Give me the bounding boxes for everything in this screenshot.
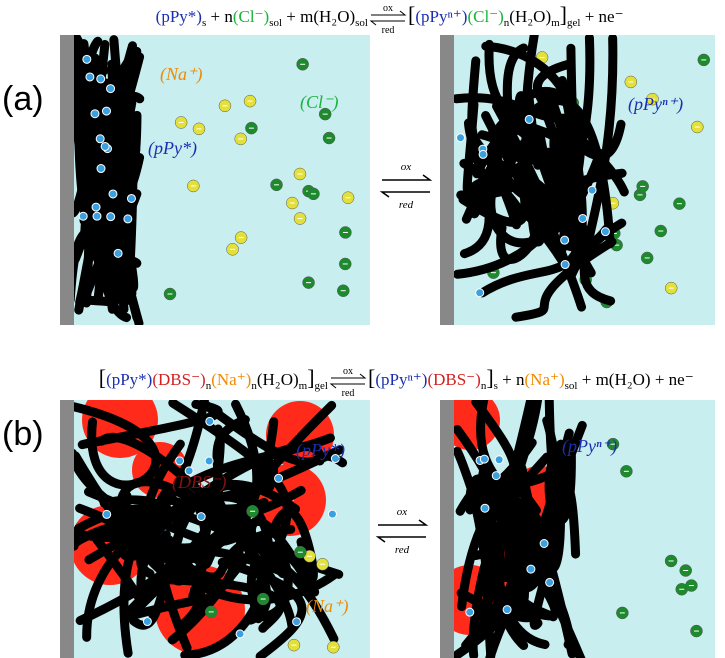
polaron: [79, 212, 87, 220]
arrow-label: ox: [343, 366, 353, 377]
polaron: [107, 213, 115, 221]
arrow-label: ox: [397, 506, 408, 518]
label-ppyn: (pPyⁿ⁺): [628, 94, 683, 115]
figure: (a) (b) (pPy*)s + n(Cl⁻)sol + m(H₂O)sol …: [0, 0, 725, 658]
label-cl: (Cl⁻): [300, 92, 339, 113]
polaron: [236, 630, 244, 638]
label-na: (Na⁺): [160, 64, 203, 85]
polaron: [114, 249, 122, 257]
polaron: [93, 212, 101, 220]
polaron: [479, 150, 487, 158]
polaron: [86, 73, 94, 81]
polaron: [206, 417, 214, 425]
polymer-chain: [126, 82, 131, 275]
polaron: [527, 565, 535, 573]
polaron: [96, 135, 104, 143]
polaron: [107, 85, 115, 93]
equation-arrows: ox red: [331, 366, 365, 399]
electrode: [440, 35, 454, 325]
polaron: [579, 214, 587, 222]
polaron: [143, 618, 151, 626]
polaron: [101, 142, 109, 150]
arrow-label: red: [395, 544, 410, 556]
electrode: [440, 400, 454, 658]
equation-right: [(pPyⁿ⁺)(Cl⁻)n(H₂O)m]gel + ne⁻: [408, 2, 624, 29]
polaron: [109, 190, 117, 198]
arrow-label: ox: [383, 3, 393, 14]
polaron: [328, 510, 336, 518]
polaron: [97, 75, 105, 83]
polaron: [503, 606, 511, 614]
polaron: [91, 110, 99, 118]
polaron: [124, 215, 132, 223]
equation-left: [(pPy*)(DBS⁻)n(Na⁺)n(H₂O)m]gel: [99, 365, 328, 392]
polaron: [197, 513, 205, 521]
polaron: [492, 472, 500, 480]
panel-label: (a): [2, 80, 44, 118]
label-na: (Na⁺): [306, 596, 349, 617]
polaron: [103, 510, 111, 518]
label-ppy: (pPy*): [148, 138, 197, 159]
arrow-label: red: [342, 388, 355, 399]
label-ppy: (pPy*): [296, 440, 345, 461]
polaron: [102, 107, 110, 115]
polaron: [293, 618, 301, 626]
polaron: [525, 115, 533, 123]
panel-label: (b): [2, 415, 44, 453]
polaron: [601, 228, 609, 236]
polaron: [480, 455, 488, 463]
polaron: [476, 289, 484, 297]
polaron: [97, 165, 105, 173]
polaron: [546, 578, 554, 586]
equation-arrows: ox red: [371, 3, 405, 36]
polaron: [466, 608, 474, 616]
polaron: [588, 186, 596, 194]
arrow-label: ox: [401, 161, 412, 173]
equation-left: (pPy*)s + n(Cl⁻)sol + m(H₂O)sol: [156, 7, 368, 29]
electrode: [60, 35, 74, 325]
equation-right: [(pPyⁿ⁺)(DBS⁻)n]s + n(Na⁺)sol + m(H₂O) +…: [368, 365, 694, 392]
polaron: [481, 504, 489, 512]
polaron: [561, 261, 569, 269]
polaron: [92, 203, 100, 211]
arrow-label: red: [399, 199, 414, 211]
label-ppyn: (pPyⁿ⁺): [562, 436, 617, 457]
label-dbs: (DBS⁻): [172, 472, 226, 493]
polaron: [83, 55, 91, 63]
polaron: [127, 194, 135, 202]
polaron: [205, 457, 213, 465]
polaron: [275, 474, 283, 482]
polaron: [176, 457, 184, 465]
reaction-arrows: ox red ox red: [378, 161, 430, 556]
electrode: [60, 400, 74, 658]
arrow-label: red: [382, 25, 395, 36]
polaron: [540, 540, 548, 548]
polaron: [561, 236, 569, 244]
polaron: [495, 456, 503, 464]
polaron: [456, 134, 464, 142]
